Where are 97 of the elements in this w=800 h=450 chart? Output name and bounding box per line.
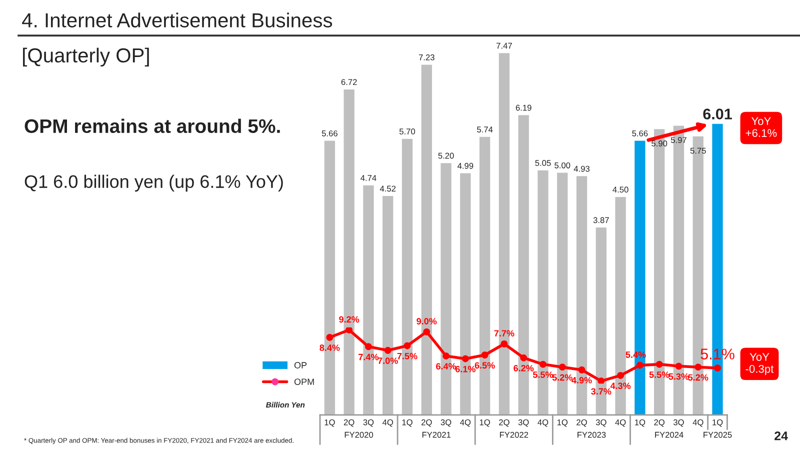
data-label: 5.90: [652, 140, 668, 146]
x-tick-label: 4Q: [382, 419, 394, 427]
text: YoY +6.1%: [746, 117, 777, 137]
point: [500, 340, 508, 348]
x-tick-label: 1Q: [480, 419, 490, 427]
text: FY2024: [655, 432, 684, 438]
x-tick-label: 3Q: [363, 419, 374, 427]
point: [326, 334, 334, 341]
data-label: 7.0%: [378, 358, 398, 364]
data-label: 5.74: [477, 126, 493, 132]
text: [Quarterly OP]: [23, 48, 149, 67]
data-label: 6.4%: [436, 363, 456, 370]
x-tick-label: 2Q: [499, 419, 510, 427]
point: [540, 360, 546, 368]
x-tick-label: 1Q: [712, 419, 723, 427]
point: [578, 366, 586, 374]
data-label: 7.23: [418, 54, 434, 60]
data-label: 5.2%: [552, 374, 572, 381]
data-label: 6.2%: [514, 364, 534, 372]
data-label: 9.0%: [416, 318, 437, 324]
point: [346, 327, 353, 334]
data-label: 7.7%: [494, 330, 514, 337]
data-label: 5.2%: [688, 374, 708, 381]
data-label: 6.1%: [455, 366, 476, 372]
x-tick-label: 1Q: [324, 419, 335, 427]
legend-label: OP: [294, 362, 307, 368]
text: FY2022: [500, 432, 528, 438]
data-label: 5.05: [535, 160, 551, 166]
point: [714, 364, 721, 372]
data-label: 5.00: [554, 162, 570, 168]
x-tick-label: 3Q: [518, 419, 529, 427]
data-label: 6.72: [341, 79, 357, 86]
data-label: 6.5%: [474, 362, 495, 369]
x-tick-label: 3Q: [673, 419, 684, 427]
data-label: 4.52: [380, 186, 396, 192]
point: [694, 364, 702, 371]
x-tick-label: 2Q: [344, 419, 354, 427]
x-tick-label: 4Q: [460, 419, 471, 427]
data-label: 5.97: [670, 137, 686, 144]
data-label: 4.9%: [572, 377, 592, 384]
x-tick-label: 3Q: [440, 419, 452, 427]
data-label: 5.66: [322, 130, 338, 136]
point: [365, 343, 372, 350]
point: [675, 362, 682, 370]
x-tick-label: 4Q: [692, 419, 704, 427]
x-tick-label: 2Q: [654, 419, 664, 427]
point: [442, 352, 450, 360]
point: [656, 360, 663, 368]
text: FY2020: [344, 432, 374, 438]
data-label: 5.3%: [668, 373, 689, 380]
text: FY2023: [578, 432, 606, 438]
data-label: 4.50: [612, 186, 628, 193]
x-tick-label: 2Q: [422, 419, 432, 427]
x-tick-label: 3Q: [596, 419, 606, 427]
data-label: 4.74: [360, 175, 376, 181]
point: [636, 362, 644, 369]
chart-title: 4. Internet Advertisement Business: [22, 12, 332, 28]
data-label: 5.5%: [532, 372, 554, 378]
data-label: 9.2%: [339, 316, 360, 323]
data-label: 4.99: [458, 162, 474, 169]
x-tick-label: 1Q: [635, 419, 646, 427]
x-tick-label: 4Q: [615, 419, 626, 427]
data-label: 4.93: [574, 166, 590, 172]
data-label: 3.7%: [591, 388, 612, 395]
data-label: 7.4%: [358, 354, 379, 360]
x-tick-label: 1Q: [557, 419, 568, 427]
point: [598, 378, 605, 384]
data-label: 5.5%: [649, 372, 670, 378]
x-tick-label: 2Q: [576, 419, 587, 427]
point: [481, 352, 488, 358]
legend-label: OPM: [294, 378, 314, 385]
data-label: 7.5%: [397, 352, 418, 360]
data-label: 3.87: [593, 217, 609, 224]
point: [423, 328, 430, 336]
data-label: 5.20: [438, 152, 454, 159]
data-label: 5.66: [632, 130, 648, 136]
text: FY2025: [704, 432, 732, 438]
text: Q1 6.0 billion yen (up 6.1% YoY): [24, 174, 283, 192]
text: YoY -0.3pt: [746, 353, 774, 376]
data-label: 4.3%: [610, 382, 631, 390]
point: [404, 342, 411, 350]
data-label: 6.01: [703, 108, 732, 120]
point: [558, 364, 566, 371]
text: 24: [774, 431, 788, 440]
point: [462, 355, 469, 362]
data-label: 7.47: [496, 42, 512, 49]
data-label: 5.70: [399, 128, 416, 134]
x-tick-label: 4Q: [538, 419, 548, 427]
x-tick-label: 1Q: [402, 419, 412, 427]
text: FY2021: [422, 432, 451, 438]
point: [617, 372, 624, 379]
point: [384, 346, 392, 354]
text: OPM remains at around 5%.: [24, 118, 280, 134]
point: [520, 354, 528, 362]
data-label: 6.19: [516, 104, 532, 111]
data-label: 5.75: [690, 148, 706, 154]
data-label: 8.4%: [320, 344, 340, 351]
